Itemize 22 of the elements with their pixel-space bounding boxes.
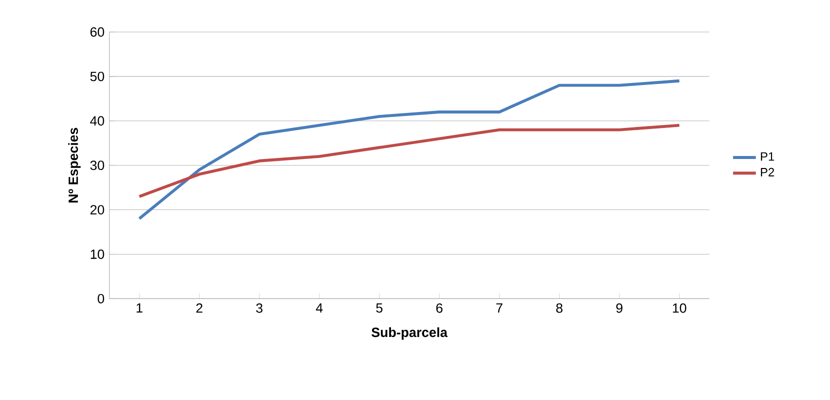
x-tick-label: 7 — [496, 303, 502, 313]
legend-label: P1 — [760, 152, 774, 161]
x-tick-label: 8 — [556, 303, 562, 313]
line-series — [138, 79, 681, 220]
y-tick-label: 10 — [90, 250, 104, 259]
y-axis-title: Nº Especies — [68, 128, 81, 202]
y-tick-label: 40 — [90, 116, 104, 126]
y-tick-label: 20 — [90, 205, 104, 214]
y-tick-label: 60 — [90, 27, 104, 37]
x-tick-label: 9 — [616, 303, 622, 313]
x-tick-label: 4 — [316, 303, 323, 313]
y-tick-label: 30 — [90, 160, 104, 170]
x-tick-label: 2 — [196, 303, 202, 313]
x-axis-title: Sub-parcela — [372, 327, 448, 340]
y-tick-label: 0 — [98, 294, 104, 304]
y-tick-label: 50 — [90, 72, 104, 82]
legend-label: P2 — [760, 168, 774, 176]
x-tick-label: 1 — [136, 303, 142, 313]
x-tick-label: 6 — [436, 303, 442, 313]
x-tick-label: 3 — [256, 303, 262, 313]
x-tick-label: 5 — [376, 303, 382, 313]
x-tick-label: 10 — [672, 303, 686, 313]
